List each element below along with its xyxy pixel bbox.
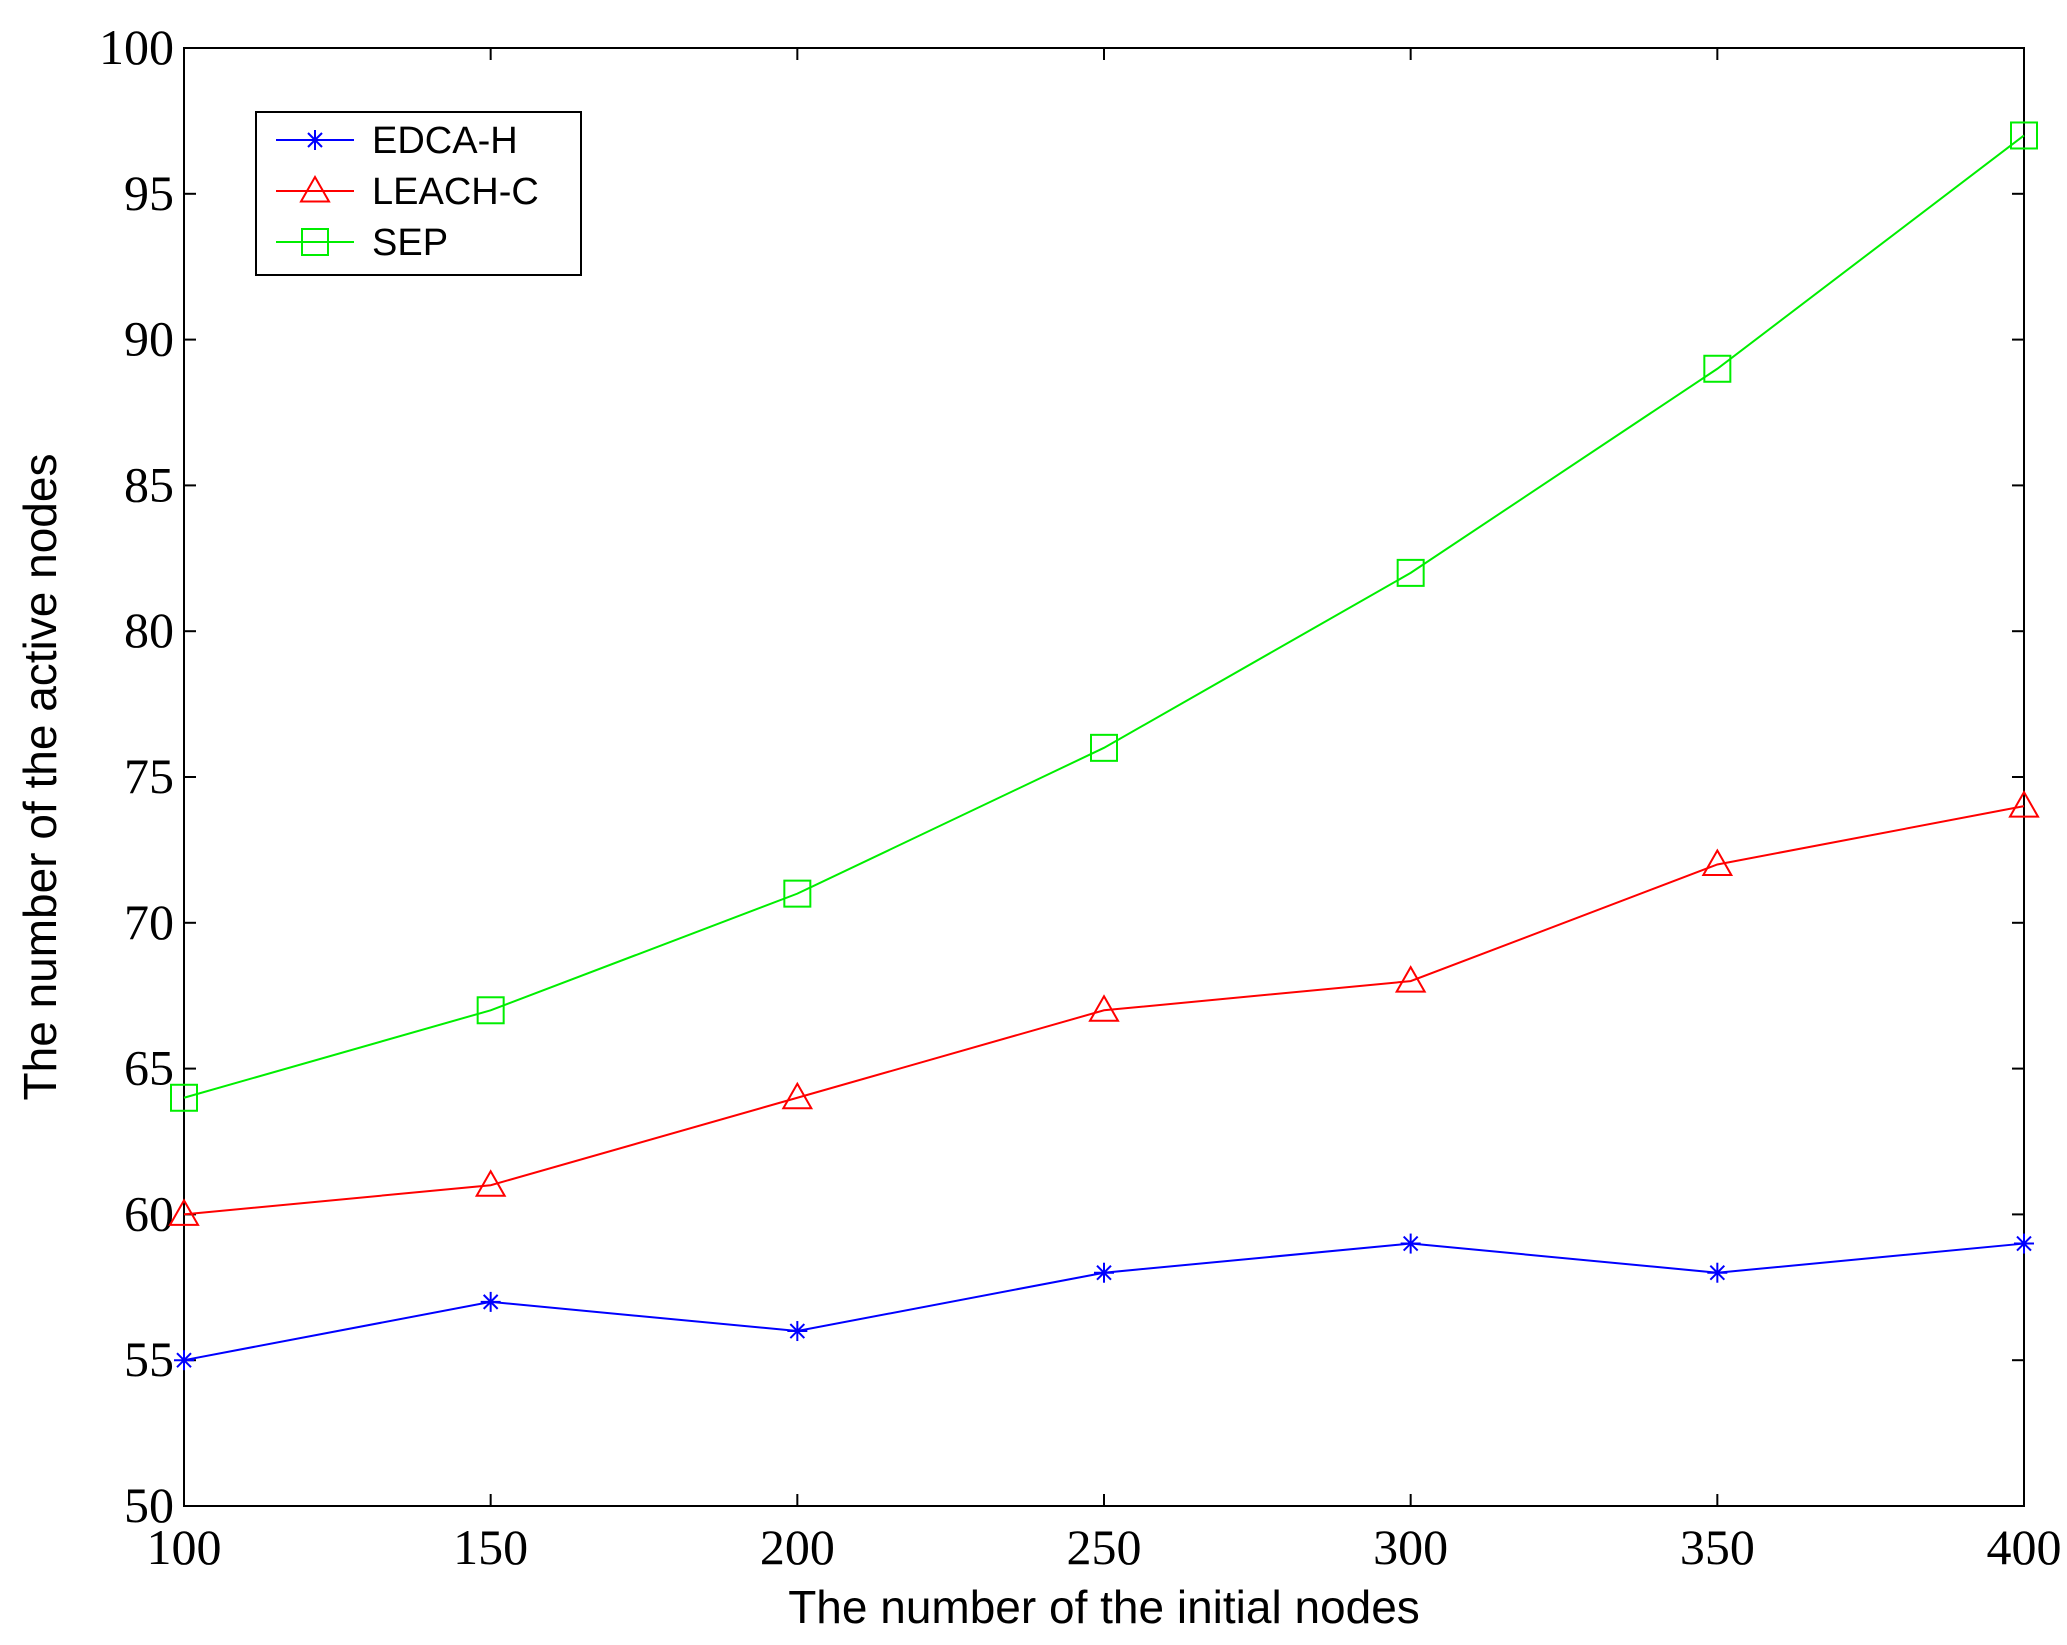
series-line (183, 134, 2025, 1099)
data-point (2008, 790, 2040, 818)
y-tick-label: 50 (124, 1477, 174, 1533)
data-point (1396, 558, 1425, 587)
series-edca-h (174, 1233, 2034, 1371)
data-point (2014, 1233, 2034, 1254)
legend-entry: SEP (276, 222, 448, 264)
data-point (1094, 1262, 1114, 1283)
series-leach-c (168, 790, 2040, 1226)
legend-label: LEACH-C (372, 171, 539, 213)
data-point (1707, 1262, 1728, 1283)
data-point (480, 1291, 501, 1312)
legend-marker (299, 174, 331, 203)
data-point (1400, 1233, 1421, 1254)
x-tick-label: 250 (1067, 1519, 1142, 1575)
legend: EDCA-H LEACH-C SEP (255, 111, 582, 276)
y-tick-label: 70 (124, 894, 174, 950)
data-point (2010, 121, 2038, 150)
legend-marker (301, 228, 329, 256)
data-point (170, 1083, 198, 1112)
x-tick-label: 350 (1680, 1519, 1755, 1575)
series-layer (168, 121, 2040, 1371)
data-point (787, 1321, 808, 1342)
data-point (476, 996, 505, 1025)
y-tick-label: 80 (124, 602, 174, 658)
data-point (1701, 848, 1734, 876)
legend-label: EDCA-H (372, 120, 518, 162)
axis-ticks: 100 150 200 250 300 350 400 50 55 60 65 70 75 80 85 90 9… (99, 19, 2062, 1575)
y-axis-label: The number of the active nodes (14, 454, 66, 1101)
x-tick-label: 300 (1373, 1519, 1448, 1575)
y-tick-label: 100 (99, 19, 174, 75)
data-point (168, 1198, 200, 1226)
data-point (1394, 965, 1427, 993)
legend-entry: EDCA-H (276, 120, 518, 162)
data-point (1703, 354, 1732, 383)
x-tick-label: 150 (453, 1519, 528, 1575)
y-tick-label: 60 (124, 1185, 174, 1241)
data-point (474, 1169, 507, 1197)
legend-label: SEP (372, 222, 448, 264)
y-tick-label: 95 (124, 165, 174, 221)
series-line (183, 805, 2025, 1216)
x-tick-label: 200 (760, 1519, 835, 1575)
data-point (1088, 994, 1120, 1022)
y-tick-label: 85 (124, 456, 174, 512)
legend-marker (305, 130, 325, 150)
y-tick-label: 65 (124, 1040, 174, 1096)
data-point (781, 1081, 814, 1110)
y-tick-label: 75 (124, 748, 174, 804)
legend-items: EDCA-H LEACH-C SEP (276, 120, 539, 264)
series-sep (170, 121, 2038, 1112)
data-point (174, 1350, 194, 1371)
y-tick-label: 55 (124, 1331, 174, 1387)
x-axis-label: The number of the initial nodes (788, 1581, 1420, 1633)
x-tick-label: 400 (1987, 1519, 2062, 1575)
data-point (1090, 733, 1118, 762)
legend-entry: LEACH-C (276, 171, 539, 213)
x-tick-label: 100 (147, 1519, 222, 1575)
data-point (783, 879, 812, 908)
y-tick-label: 90 (124, 311, 174, 367)
